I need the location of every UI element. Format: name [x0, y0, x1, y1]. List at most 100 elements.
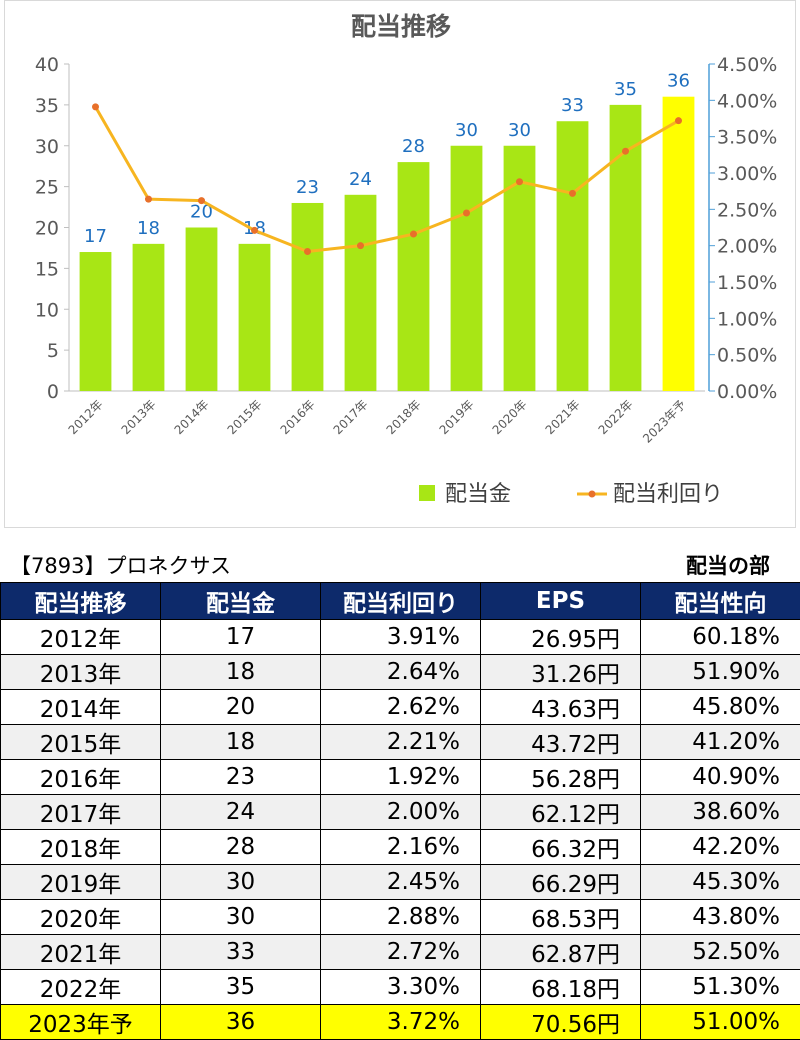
y-left-tick-label: 25 — [35, 177, 59, 199]
bar-data-label: 35 — [614, 79, 637, 100]
yield-marker — [516, 178, 523, 185]
table-cell: 33 — [161, 935, 321, 970]
y-right-tick-label: 1.00% — [717, 308, 777, 330]
y-right-tick-label: 0.50% — [717, 345, 777, 367]
yield-marker — [622, 148, 629, 155]
table-cell: 56.28円 — [481, 760, 641, 795]
bar — [292, 203, 324, 391]
table-cell: 2014年 — [1, 690, 161, 725]
yield-marker — [92, 103, 99, 110]
x-tick-label: 2016年 — [278, 397, 318, 437]
y-left-tick-label: 30 — [35, 136, 59, 158]
bar-data-label: 23 — [296, 177, 319, 198]
column-header: 配当性向 — [641, 583, 800, 620]
bar-data-label: 17 — [84, 226, 107, 247]
y-left-tick-label: 0 — [47, 381, 59, 403]
y-left-tick-label: 20 — [35, 218, 59, 240]
table-cell: 2.45% — [321, 865, 481, 900]
y-right-tick-label: 3.50% — [717, 127, 777, 149]
bar — [398, 162, 430, 391]
bar-data-label: 18 — [137, 218, 160, 239]
yield-marker — [569, 190, 576, 197]
x-tick-label: 2012年 — [66, 397, 106, 437]
y-right-tick-label: 4.00% — [717, 90, 777, 112]
table-cell: 3.91% — [321, 620, 481, 655]
table-cell: 2012年 — [1, 620, 161, 655]
table-cell: 2023年予 — [1, 1005, 161, 1040]
yield-line — [96, 107, 679, 252]
table-cell: 42.20% — [641, 830, 800, 865]
table-header-row: 配当推移 配当金 配当利回り EPS 配当性向 — [1, 583, 800, 620]
y-left-tick-label: 10 — [35, 299, 59, 321]
table-cell: 23 — [161, 760, 321, 795]
legend-bar-label: 配当金 — [445, 482, 511, 507]
table-cell: 43.63円 — [481, 690, 641, 725]
table-cell: 2013年 — [1, 655, 161, 690]
column-header: 配当利回り — [321, 583, 481, 620]
table-cell: 18 — [161, 725, 321, 760]
x-tick-label: 2022年 — [596, 397, 636, 437]
x-tick-label: 2020年 — [490, 397, 530, 437]
yield-marker — [145, 196, 152, 203]
bar — [80, 252, 112, 391]
yield-marker — [251, 227, 258, 234]
bar — [239, 244, 271, 391]
table-cell: 2017年 — [1, 795, 161, 830]
table-cell: 28 — [161, 830, 321, 865]
table-cell: 51.00% — [641, 1005, 800, 1040]
table-cell: 2.00% — [321, 795, 481, 830]
table-cell: 2.64% — [321, 655, 481, 690]
table-cell: 43.80% — [641, 900, 800, 935]
column-header: EPS — [481, 583, 641, 620]
table-cell: 43.72円 — [481, 725, 641, 760]
table-cell: 3.72% — [321, 1005, 481, 1040]
section-label: 配当の部 — [686, 550, 770, 580]
table-cell: 41.20% — [641, 725, 800, 760]
y-left-tick-label: 15 — [35, 258, 59, 280]
table-cell: 66.29円 — [481, 865, 641, 900]
table-cell: 1.92% — [321, 760, 481, 795]
x-tick-label: 2014年 — [172, 397, 212, 437]
column-header: 配当推移 — [1, 583, 161, 620]
x-tick-label: 2021年 — [543, 397, 583, 437]
yield-marker — [463, 209, 470, 216]
y-left-tick-label: 5 — [47, 340, 59, 362]
yield-marker — [304, 248, 311, 255]
table-cell: 18 — [161, 655, 321, 690]
bar — [557, 121, 589, 391]
table-cell: 2015年 — [1, 725, 161, 760]
table-cell: 62.12円 — [481, 795, 641, 830]
bar — [133, 244, 165, 391]
bar — [663, 97, 695, 391]
table-cell: 17 — [161, 620, 321, 655]
table-cell: 52.50% — [641, 935, 800, 970]
table-cell: 2.16% — [321, 830, 481, 865]
table-cell: 2.21% — [321, 725, 481, 760]
bar-data-label: 36 — [667, 71, 690, 92]
y-right-tick-label: 3.00% — [717, 163, 777, 185]
table-cell: 30 — [161, 865, 321, 900]
y-left-tick-label: 35 — [35, 95, 59, 117]
table-cell: 38.60% — [641, 795, 800, 830]
table-cell: 2.62% — [321, 690, 481, 725]
table-cell: 2021年 — [1, 935, 161, 970]
bar-data-label: 28 — [402, 136, 425, 157]
table-cell: 2016年 — [1, 760, 161, 795]
bar-data-label: 33 — [561, 95, 584, 116]
table-cell: 35 — [161, 970, 321, 1005]
y-right-tick-label: 2.00% — [717, 236, 777, 258]
y-right-tick-label: 4.50% — [717, 54, 777, 76]
table-cell: 70.56円 — [481, 1005, 641, 1040]
